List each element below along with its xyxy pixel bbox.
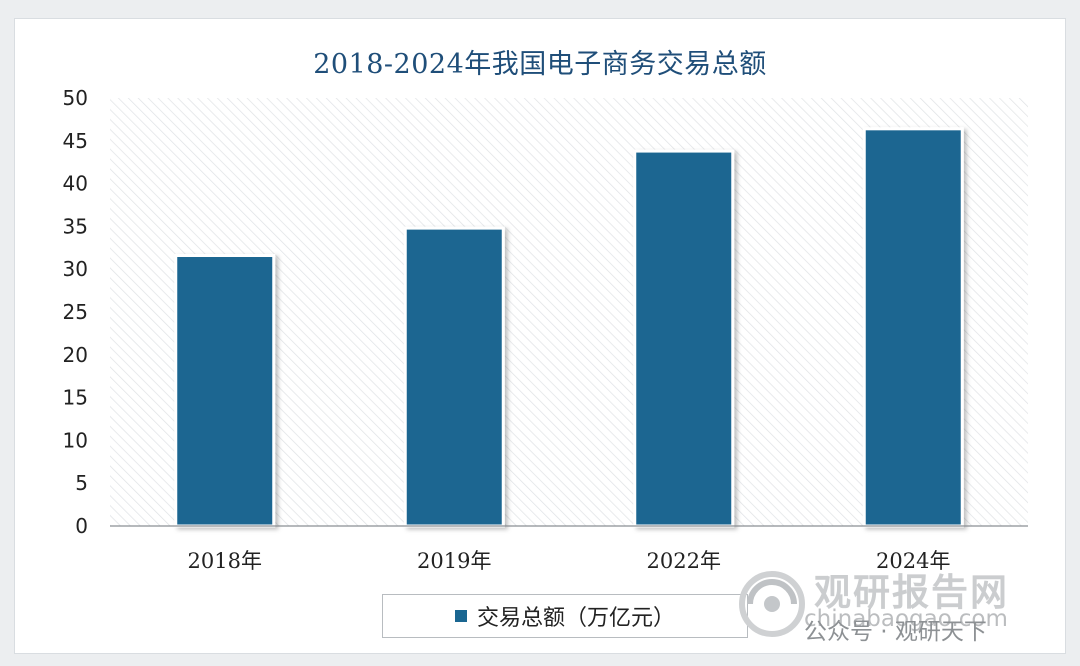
legend: 交易总额（万亿元） xyxy=(382,594,748,638)
bar-2022年 xyxy=(633,149,735,528)
x-tick-label: 2024年 xyxy=(876,549,950,573)
x-tick-label: 2019年 xyxy=(417,549,491,573)
bar-2019年 xyxy=(403,226,505,528)
y-tick-label: 30 xyxy=(63,257,88,281)
legend-swatch xyxy=(454,610,467,622)
y-tick-label: 0 xyxy=(75,514,88,538)
legend-label: 交易总额（万亿元） xyxy=(476,606,675,631)
bar-2018年 xyxy=(174,254,276,528)
y-tick-label: 50 xyxy=(63,86,88,110)
y-tick-label: 35 xyxy=(63,214,88,238)
y-tick-label: 45 xyxy=(63,129,88,153)
y-tick-label: 40 xyxy=(63,172,88,196)
x-tick-label: 2018年 xyxy=(188,549,262,573)
chart-title: 2018-2024年我国电子商务交易总额 xyxy=(313,49,767,80)
y-tick-label: 25 xyxy=(63,300,88,324)
y-tick-label: 5 xyxy=(75,471,88,495)
y-tick-label: 10 xyxy=(63,428,88,452)
y-tick-label: 15 xyxy=(63,386,88,410)
y-tick-label: 20 xyxy=(63,343,88,367)
x-tick-label: 2022年 xyxy=(647,549,721,573)
bar-2024年 xyxy=(862,127,964,528)
